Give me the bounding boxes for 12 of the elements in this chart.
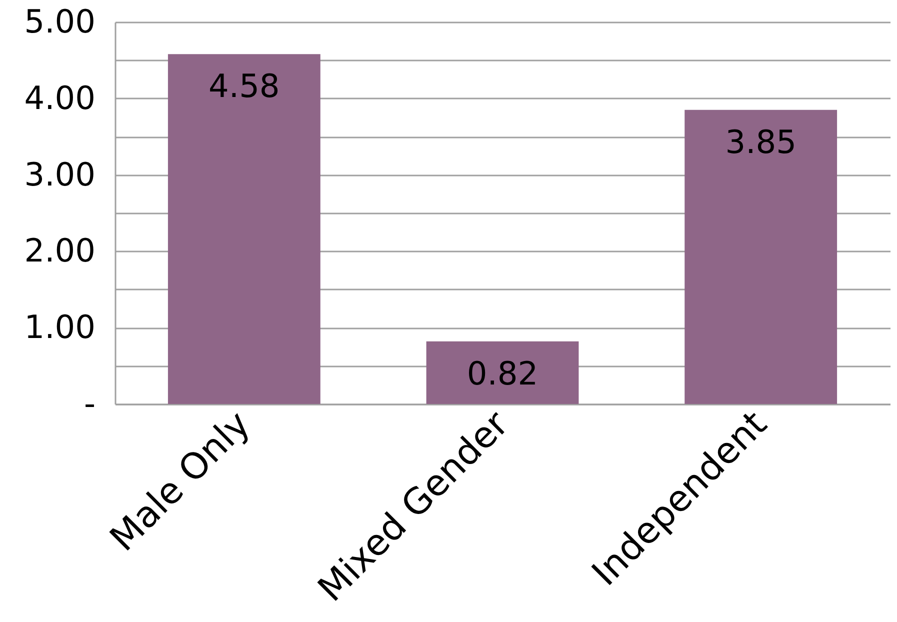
y-tick-label: 5.00 (24, 2, 96, 40)
bar (168, 54, 320, 404)
y-tick-label: - (84, 384, 96, 422)
data-label: 0.82 (466, 354, 538, 392)
y-tick-label: 4.00 (24, 78, 96, 117)
y-tick-label: 1.00 (24, 308, 96, 346)
data-label: 4.58 (208, 67, 280, 106)
bar (426, 341, 579, 404)
y-tick-label: 3.00 (24, 155, 96, 194)
bar (684, 110, 838, 404)
y-tick-label: 2.00 (24, 232, 96, 270)
data-label: 3.85 (725, 122, 796, 161)
